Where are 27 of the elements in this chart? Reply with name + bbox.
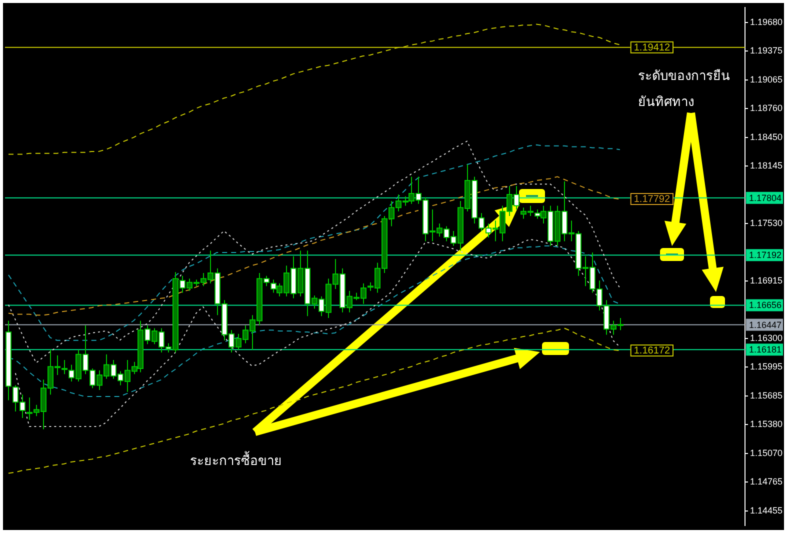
annotation: 1.16172 — [634, 346, 670, 357]
y-tick-label: 1.15995 — [750, 362, 783, 372]
y-tick-label: 1.19375 — [750, 45, 783, 56]
y-tick-label: 1.15685 — [750, 390, 783, 401]
line-series — [14, 238, 620, 427]
ref-line-label: 1.16656 — [749, 300, 782, 310]
ref-line-label: 1.17804 — [749, 192, 782, 203]
y-tick-label: 1.16300 — [750, 333, 783, 344]
line-series — [8, 328, 620, 474]
y-tick-label: 1.18145 — [750, 160, 783, 170]
y-tick-label: 1.19065 — [750, 74, 783, 84]
y-tick-label: 1.15380 — [750, 419, 783, 430]
ref-line-label: 1.17192 — [749, 250, 782, 260]
y-tick-label: 1.18760 — [750, 102, 783, 113]
annotation: ระยะการซื้อขาย — [190, 450, 282, 471]
y-tick-label: 1.18450 — [750, 132, 783, 142]
y-tick-label: 1.14455 — [750, 506, 783, 516]
annotation: 1.19412 — [634, 42, 670, 54]
y-tick-label: 1.16915 — [750, 275, 783, 286]
annotation: 1.17792 — [634, 194, 670, 206]
y-tick-label: 1.17530 — [750, 218, 783, 228]
ref-line-label: 1.16447 — [749, 320, 782, 330]
y-tick-label: 1.15070 — [750, 448, 783, 458]
y-tick-label: 1.19680 — [750, 16, 783, 27]
text: ระดับของการยืน ยันทิศทาง — [638, 68, 730, 112]
ref-line-label: 1.16181 — [749, 344, 782, 355]
y-tick-label: 1.14765 — [750, 476, 783, 487]
